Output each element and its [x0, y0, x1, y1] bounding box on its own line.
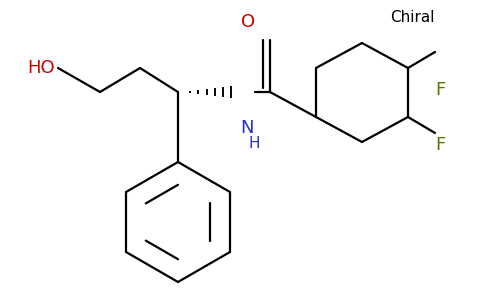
Text: F: F — [435, 136, 445, 154]
Text: H: H — [248, 136, 259, 151]
Text: Chiral: Chiral — [391, 11, 435, 26]
Text: O: O — [241, 13, 255, 31]
Text: F: F — [435, 81, 445, 99]
Text: N: N — [240, 119, 254, 137]
Text: HO: HO — [28, 59, 55, 77]
